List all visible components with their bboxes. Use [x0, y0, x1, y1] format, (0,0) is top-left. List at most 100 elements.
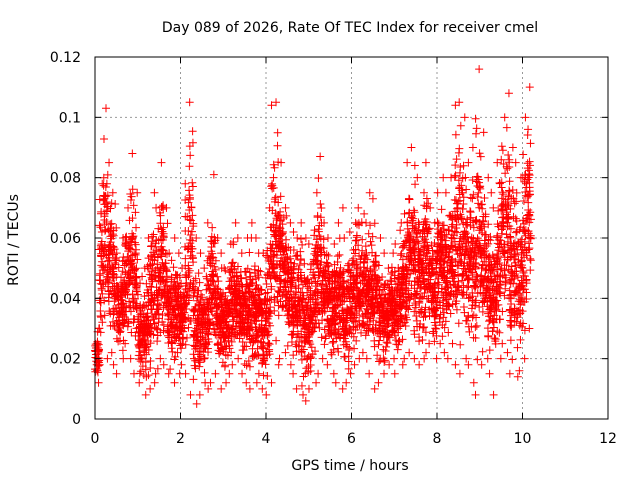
data-point: [340, 234, 349, 242]
data-point: [346, 369, 355, 378]
data-point: [252, 332, 261, 341]
data-point: [358, 348, 367, 357]
data-point: [520, 326, 529, 335]
data-point: [326, 287, 335, 296]
data-point: [153, 293, 162, 302]
data-point: [221, 292, 230, 301]
data-point: [474, 188, 483, 197]
data-point: [98, 318, 107, 327]
data-point: [525, 178, 534, 187]
data-point: [105, 158, 114, 167]
data-point: [159, 360, 168, 369]
data-point: [524, 206, 533, 215]
data-point: [146, 339, 155, 348]
data-point: [185, 266, 194, 275]
data-point: [194, 269, 203, 278]
data-point: [265, 340, 274, 349]
data-point: [149, 230, 158, 239]
data-point: [425, 339, 434, 348]
data-point: [497, 155, 506, 164]
data-point: [272, 98, 281, 107]
data-point: [400, 209, 409, 218]
data-point: [525, 239, 534, 248]
data-point: [319, 244, 328, 253]
data-point: [263, 341, 272, 350]
data-point: [253, 291, 262, 300]
data-point: [327, 350, 336, 359]
data-point: [140, 335, 149, 344]
data-point: [481, 230, 490, 239]
data-point: [465, 327, 474, 336]
data-point: [272, 232, 281, 241]
data-point: [472, 173, 481, 182]
data-point: [390, 288, 399, 297]
data-point: [150, 378, 159, 387]
data-point: [96, 223, 105, 232]
data-point: [130, 280, 139, 289]
data-point: [132, 223, 141, 232]
data-point: [286, 360, 295, 369]
data-point: [357, 328, 366, 337]
data-point: [381, 279, 390, 288]
data-point: [420, 288, 429, 297]
data-point: [503, 218, 512, 227]
data-point: [200, 264, 209, 273]
data-point: [525, 218, 534, 227]
data-point: [314, 227, 323, 236]
data-point: [225, 330, 234, 339]
data-point: [464, 360, 473, 369]
data-point: [267, 101, 276, 110]
data-point: [288, 269, 297, 278]
data-point: [498, 307, 507, 316]
data-point: [468, 176, 477, 185]
data-point: [226, 274, 235, 283]
data-point: [110, 245, 119, 254]
data-point: [240, 359, 249, 368]
data-point: [524, 173, 533, 182]
data-point: [390, 318, 399, 327]
data-point: [345, 266, 354, 275]
data-point: [194, 286, 203, 295]
data-point: [181, 299, 190, 308]
data-point: [159, 233, 168, 242]
data-point: [373, 299, 382, 308]
data-point: [114, 263, 123, 272]
data-point: [151, 310, 160, 319]
data-point: [463, 274, 472, 283]
data-point: [494, 300, 503, 309]
data-point: [272, 251, 281, 260]
data-point: [309, 268, 318, 277]
data-point: [352, 231, 361, 240]
data-point: [296, 255, 305, 264]
data-point: [117, 295, 126, 304]
data-point: [95, 245, 104, 254]
data-point: [102, 206, 111, 215]
data-point: [181, 179, 190, 188]
data-point: [493, 271, 502, 280]
data-point: [312, 251, 321, 260]
data-point: [380, 249, 389, 258]
data-point: [485, 288, 494, 297]
data-point: [410, 208, 419, 217]
data-point: [463, 316, 472, 325]
data-point: [526, 266, 535, 275]
data-point: [133, 290, 142, 299]
data-point: [266, 309, 275, 318]
data-point: [150, 188, 159, 197]
data-point: [360, 267, 369, 276]
data-point: [413, 173, 422, 182]
data-point: [476, 152, 485, 161]
data-point: [156, 354, 165, 363]
data-point: [154, 224, 163, 233]
data-point: [473, 355, 482, 364]
data-point: [397, 249, 406, 258]
data-point: [282, 235, 291, 244]
data-point: [524, 226, 533, 235]
data-point: [521, 113, 530, 122]
data-point: [383, 315, 392, 324]
data-point: [109, 360, 118, 369]
data-point: [398, 318, 407, 327]
data-point: [221, 266, 230, 275]
data-point: [263, 288, 272, 297]
data-point: [162, 203, 171, 212]
